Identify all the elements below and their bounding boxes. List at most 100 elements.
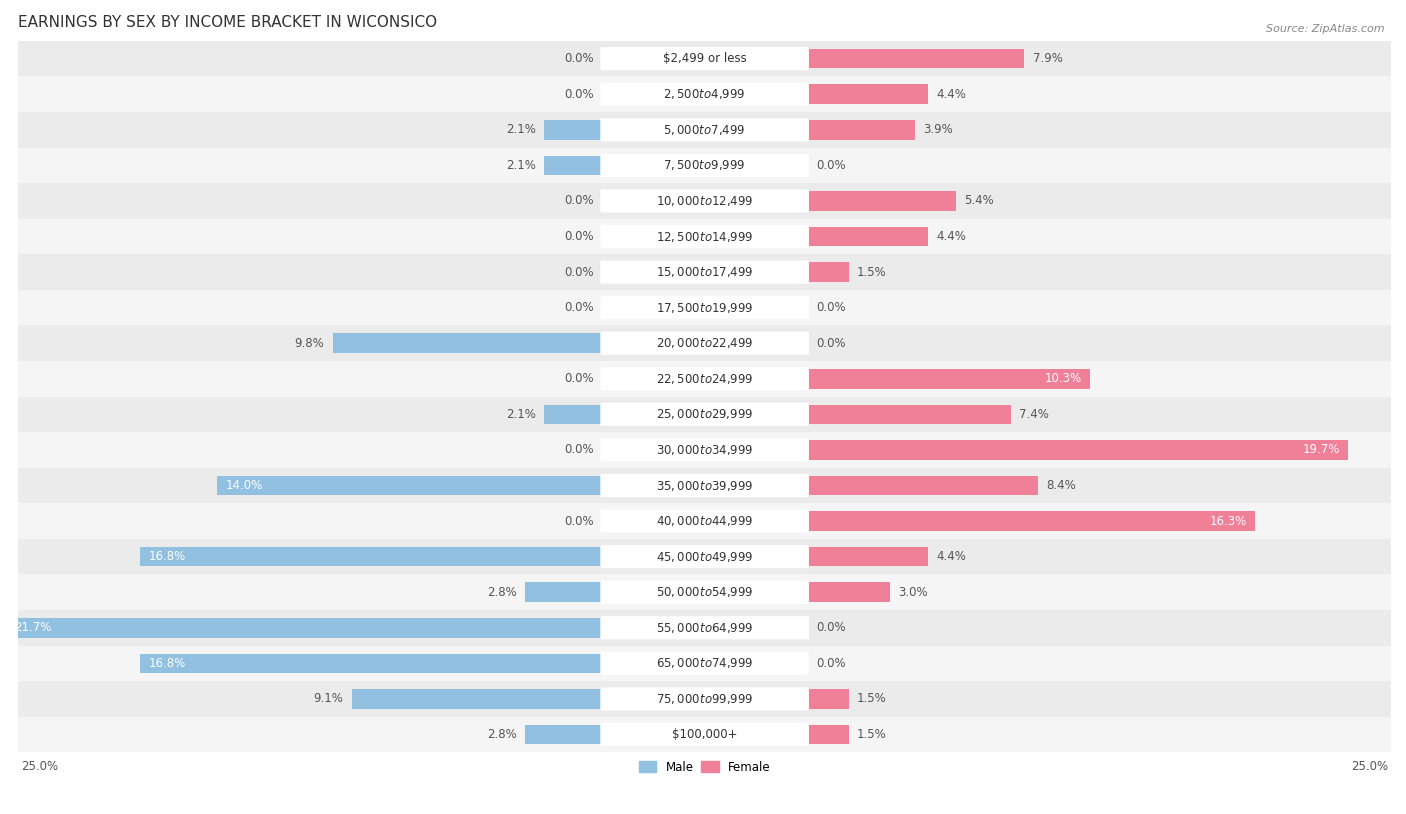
- Text: 1.5%: 1.5%: [858, 693, 887, 706]
- FancyBboxPatch shape: [600, 652, 808, 675]
- Bar: [544, 120, 602, 139]
- Text: EARNINGS BY SEX BY INCOME BRACKET IN WICONSICO: EARNINGS BY SEX BY INCOME BRACKET IN WIC…: [18, 15, 437, 30]
- Text: 0.0%: 0.0%: [564, 301, 593, 314]
- Text: 9.8%: 9.8%: [295, 337, 325, 350]
- Bar: [18, 254, 1391, 290]
- FancyBboxPatch shape: [600, 190, 808, 212]
- Text: 4.4%: 4.4%: [936, 88, 966, 101]
- FancyBboxPatch shape: [600, 83, 808, 106]
- Text: 0.0%: 0.0%: [564, 88, 593, 101]
- Bar: [807, 85, 928, 104]
- Bar: [18, 396, 1391, 432]
- Bar: [18, 361, 1391, 396]
- Text: $45,000 to $49,999: $45,000 to $49,999: [657, 549, 754, 563]
- Bar: [141, 654, 602, 673]
- FancyBboxPatch shape: [600, 545, 808, 568]
- Text: $100,000+: $100,000+: [672, 728, 737, 741]
- Text: 3.9%: 3.9%: [922, 123, 953, 136]
- Text: 0.0%: 0.0%: [815, 159, 845, 172]
- Bar: [807, 191, 956, 211]
- Bar: [544, 155, 602, 175]
- Text: 0.0%: 0.0%: [564, 372, 593, 385]
- FancyBboxPatch shape: [600, 403, 808, 426]
- FancyBboxPatch shape: [600, 474, 808, 497]
- Text: 1.5%: 1.5%: [858, 265, 887, 278]
- Text: 0.0%: 0.0%: [564, 52, 593, 65]
- FancyBboxPatch shape: [600, 47, 808, 70]
- Text: 5.4%: 5.4%: [965, 195, 994, 208]
- Text: 7.9%: 7.9%: [1033, 52, 1063, 65]
- Bar: [18, 575, 1391, 610]
- Bar: [18, 77, 1391, 112]
- Bar: [218, 475, 602, 495]
- Bar: [18, 219, 1391, 254]
- Text: 0.0%: 0.0%: [815, 301, 845, 314]
- Text: 0.0%: 0.0%: [815, 337, 845, 350]
- Text: 4.4%: 4.4%: [936, 550, 966, 563]
- Text: 16.3%: 16.3%: [1209, 514, 1247, 527]
- FancyBboxPatch shape: [600, 154, 808, 177]
- Text: $55,000 to $64,999: $55,000 to $64,999: [657, 621, 754, 635]
- FancyBboxPatch shape: [600, 296, 808, 319]
- Text: 0.0%: 0.0%: [815, 621, 845, 634]
- Text: 2.1%: 2.1%: [506, 123, 536, 136]
- Text: $30,000 to $34,999: $30,000 to $34,999: [657, 443, 754, 457]
- Text: $2,499 or less: $2,499 or less: [662, 52, 747, 65]
- Text: 2.1%: 2.1%: [506, 159, 536, 172]
- FancyBboxPatch shape: [600, 723, 808, 746]
- Text: 21.7%: 21.7%: [14, 621, 52, 634]
- FancyBboxPatch shape: [600, 687, 808, 711]
- Text: $50,000 to $54,999: $50,000 to $54,999: [657, 585, 754, 599]
- Text: 0.0%: 0.0%: [564, 195, 593, 208]
- Legend: Male, Female: Male, Female: [634, 756, 775, 778]
- Text: $35,000 to $39,999: $35,000 to $39,999: [657, 479, 754, 492]
- Bar: [807, 405, 1011, 424]
- Bar: [18, 41, 1391, 77]
- Bar: [352, 689, 602, 709]
- Bar: [807, 475, 1038, 495]
- Text: $20,000 to $22,499: $20,000 to $22,499: [657, 336, 754, 350]
- Text: 7.4%: 7.4%: [1019, 408, 1049, 421]
- Bar: [18, 326, 1391, 361]
- Text: 4.4%: 4.4%: [936, 230, 966, 243]
- Bar: [18, 503, 1391, 539]
- Bar: [6, 618, 602, 637]
- Bar: [807, 511, 1256, 531]
- Bar: [18, 183, 1391, 219]
- Bar: [807, 120, 915, 139]
- Text: 16.8%: 16.8%: [149, 657, 186, 670]
- Bar: [807, 262, 849, 282]
- Bar: [18, 468, 1391, 503]
- Text: 0.0%: 0.0%: [564, 265, 593, 278]
- Text: 19.7%: 19.7%: [1303, 444, 1340, 457]
- Text: 0.0%: 0.0%: [564, 230, 593, 243]
- Text: $22,500 to $24,999: $22,500 to $24,999: [657, 372, 754, 386]
- Bar: [333, 334, 602, 353]
- Bar: [807, 689, 849, 709]
- Bar: [18, 290, 1391, 326]
- Text: 25.0%: 25.0%: [1351, 760, 1388, 773]
- FancyBboxPatch shape: [600, 331, 808, 355]
- FancyBboxPatch shape: [600, 260, 808, 283]
- Text: 2.8%: 2.8%: [486, 586, 516, 599]
- Text: 8.4%: 8.4%: [1046, 479, 1076, 492]
- Bar: [18, 432, 1391, 468]
- Text: $12,500 to $14,999: $12,500 to $14,999: [657, 230, 754, 243]
- Bar: [807, 49, 1025, 68]
- Text: $2,500 to $4,999: $2,500 to $4,999: [664, 87, 747, 101]
- Bar: [524, 724, 602, 744]
- Bar: [18, 112, 1391, 147]
- Bar: [807, 547, 928, 567]
- Text: $5,000 to $7,499: $5,000 to $7,499: [664, 123, 747, 137]
- Text: 25.0%: 25.0%: [21, 760, 58, 773]
- Text: 0.0%: 0.0%: [564, 444, 593, 457]
- FancyBboxPatch shape: [600, 580, 808, 604]
- Bar: [141, 547, 602, 567]
- Text: $40,000 to $44,999: $40,000 to $44,999: [657, 514, 754, 528]
- Bar: [807, 369, 1091, 388]
- Text: $25,000 to $29,999: $25,000 to $29,999: [657, 407, 754, 422]
- Text: 16.8%: 16.8%: [149, 550, 186, 563]
- Text: 0.0%: 0.0%: [564, 514, 593, 527]
- Text: $10,000 to $12,499: $10,000 to $12,499: [657, 194, 754, 208]
- Text: 10.3%: 10.3%: [1045, 372, 1083, 385]
